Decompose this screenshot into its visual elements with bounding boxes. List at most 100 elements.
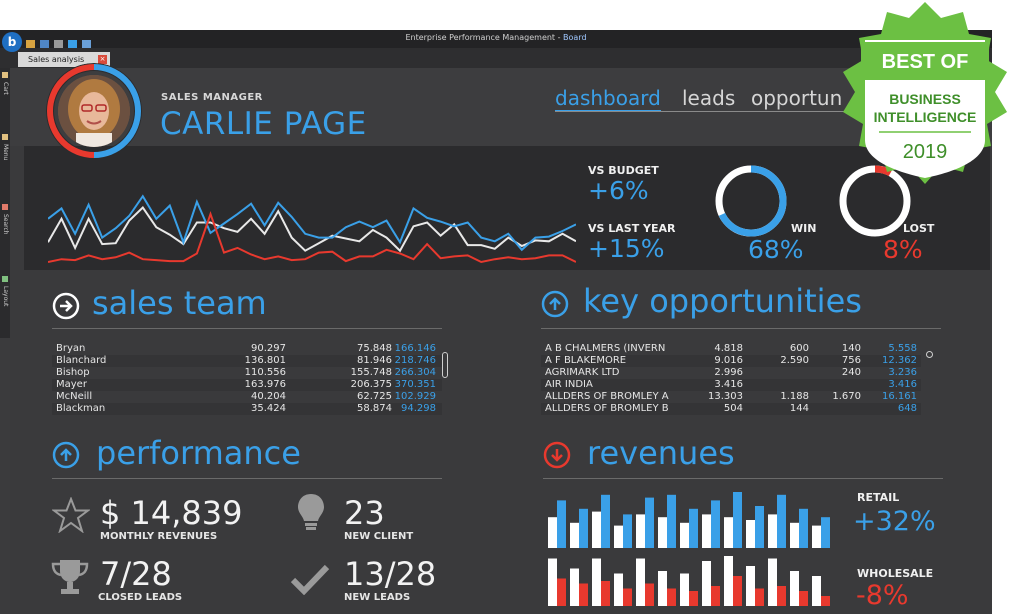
vs-last-year-value: +15% xyxy=(588,234,665,263)
badge-year: 2019 xyxy=(903,141,948,163)
table-cell: 1.670 xyxy=(832,391,861,402)
app-logo[interactable]: b xyxy=(2,32,22,52)
wholesale-bar-base xyxy=(658,571,667,606)
save-icon[interactable] xyxy=(40,40,49,49)
arrow-up-icon[interactable] xyxy=(52,441,80,469)
arrow-up-icon[interactable] xyxy=(541,290,569,318)
home-icon[interactable] xyxy=(26,40,35,49)
table-row[interactable]: Mayer 163.976 206.375 370.351 xyxy=(52,379,442,391)
table-cell: 9.016 xyxy=(714,355,743,366)
wholesale-bar-base xyxy=(636,558,645,606)
tab-sales-analysis[interactable]: Sales analysis × xyxy=(18,52,110,67)
vs-budget-label: VS BUDGET xyxy=(588,164,659,177)
table-row[interactable]: Bishop 110.556 155.748 266.304 xyxy=(52,367,442,379)
table-cell: 140 xyxy=(841,343,861,354)
table-cell: 218.746 xyxy=(394,355,436,366)
table-cell: 756 xyxy=(841,355,861,366)
table-cell: 648 xyxy=(897,403,917,414)
trend-sparkline xyxy=(48,194,576,264)
table-cell: AIR INDIA xyxy=(545,379,593,390)
wholesale-bar-base xyxy=(812,576,821,606)
trophy-icon xyxy=(51,560,89,594)
wholesale-bar-base xyxy=(680,573,689,606)
table-cell: 35.424 xyxy=(251,403,286,414)
wholesale-bar-base xyxy=(614,573,623,606)
sidebar-item-search[interactable]: Search xyxy=(2,214,9,235)
sales-team-title: sales team xyxy=(92,284,267,322)
retail-bar xyxy=(799,508,808,548)
chart-icon[interactable] xyxy=(82,40,91,49)
wholesale-bar xyxy=(645,583,654,606)
sidebar-item-cart[interactable]: Cart xyxy=(2,82,9,95)
arrow-right-icon[interactable] xyxy=(52,292,80,320)
header-area xyxy=(10,68,992,146)
badge-line3: INTELLIGENCE xyxy=(874,109,977,125)
retail-bar-base xyxy=(812,525,821,548)
table-row[interactable]: McNeill 40.204 62.725 102.929 xyxy=(52,391,442,403)
table-row[interactable]: A F BLAKEMORE 9.016 2.590 756 12.362 xyxy=(541,355,921,367)
sidebar-item-menu[interactable]: Menu xyxy=(2,144,9,161)
table-cell: 370.351 xyxy=(394,379,436,390)
wholesale-bar-base xyxy=(570,568,579,606)
retail-bar-base xyxy=(548,517,557,548)
table-row[interactable]: Blackman 35.424 58.874 94.298 xyxy=(52,403,442,415)
table-cell: 3.416 xyxy=(714,379,743,390)
new-client-value: 23 xyxy=(344,494,385,532)
menu-icon[interactable] xyxy=(2,134,8,140)
table-cell: Bishop xyxy=(56,367,90,378)
table-cell: 4.818 xyxy=(714,343,743,354)
wholesale-bar-base xyxy=(702,561,711,606)
scrollbar[interactable] xyxy=(442,352,448,378)
table-row[interactable]: Blanchard 136.801 81.946 218.746 xyxy=(52,355,442,367)
table-row[interactable]: Bryan 90.297 75.848 166.146 xyxy=(52,343,442,355)
retail-bar xyxy=(601,494,610,548)
retail-bar xyxy=(623,514,632,548)
cart-icon[interactable] xyxy=(2,72,8,78)
table-row[interactable]: AGRIMARK LTD 2.996 240 3.236 xyxy=(541,367,921,379)
print-icon[interactable] xyxy=(54,40,63,49)
arrow-down-icon[interactable] xyxy=(543,441,571,469)
tab-opportunities[interactable]: opportun xyxy=(751,86,843,110)
kpi-band xyxy=(24,146,990,270)
profile-name: CARLIE PAGE xyxy=(160,106,367,142)
table-cell: A B CHALMERS (INVERN xyxy=(545,343,666,354)
wholesale-bar-base xyxy=(790,571,799,606)
table-row[interactable]: A B CHALMERS (INVERN 4.818 600 140 5.558 xyxy=(541,343,921,355)
table-cell: Mayer xyxy=(56,379,87,390)
layout-icon[interactable] xyxy=(2,276,8,282)
wholesale-bar-base xyxy=(592,558,601,606)
wholesale-bar-base xyxy=(746,566,755,606)
table-cell: 266.304 xyxy=(394,367,436,378)
table-cell: 144 xyxy=(789,403,809,414)
table-row[interactable]: ALLDERS OF BROMLEY A 13.303 1.188 1.670 16.1… xyxy=(541,391,921,403)
close-icon[interactable]: × xyxy=(98,55,107,64)
wholesale-bar-base xyxy=(724,556,733,606)
retail-bar xyxy=(733,492,742,548)
table-row[interactable]: AIR INDIA 3.416 3.416 xyxy=(541,379,921,391)
table-cell: 2.590 xyxy=(780,355,809,366)
divider xyxy=(543,478,943,479)
table-cell: 3.416 xyxy=(888,379,917,390)
sidebar-item-layout[interactable]: Layout xyxy=(2,286,9,307)
table-cell: 94.298 xyxy=(401,403,436,414)
table-cell: 90.297 xyxy=(251,343,286,354)
lost-label: LOST xyxy=(903,222,935,235)
table-cell: A F BLAKEMORE xyxy=(545,355,627,366)
tab-dashboard[interactable]: dashboard xyxy=(555,86,661,111)
table-cell: 3.236 xyxy=(888,367,917,378)
profile-role: SALES MANAGER xyxy=(161,92,263,103)
wholesale-bar xyxy=(689,591,698,606)
red-line xyxy=(48,211,576,264)
tab-leads[interactable]: leads xyxy=(682,86,736,110)
table-row[interactable]: ALLDERS OF BROMLEY B 504 144 648 xyxy=(541,403,921,415)
wholesale-bar xyxy=(601,581,610,606)
table-cell: ALLDERS OF BROMLEY A xyxy=(545,391,669,402)
retail-value: +32% xyxy=(853,506,936,537)
grid-icon[interactable] xyxy=(68,40,77,49)
table-cell: Blanchard xyxy=(56,355,107,366)
table-cell: McNeill xyxy=(56,391,93,402)
scroll-indicator[interactable] xyxy=(926,351,933,358)
retail-bar xyxy=(645,497,654,548)
wholesale-bar-chart xyxy=(548,556,830,606)
search-icon[interactable] xyxy=(2,204,8,210)
